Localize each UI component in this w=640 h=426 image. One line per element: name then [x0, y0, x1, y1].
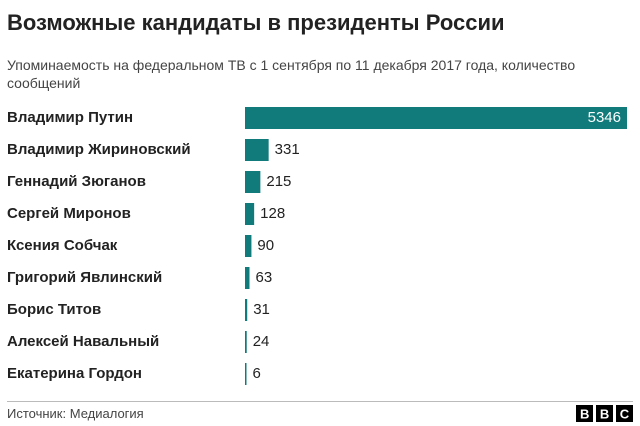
- chart-title: Возможные кандидаты в президенты России: [7, 10, 505, 35]
- logo: BBC: [576, 405, 633, 422]
- bar: [245, 107, 627, 129]
- category-label: Ксения Собчак: [7, 237, 118, 254]
- chart: Владимир Путин 5346 Владимир Жириновский 33…: [7, 107, 627, 385]
- bar: [245, 299, 248, 321]
- value-label: 128: [260, 205, 285, 222]
- bar: [245, 267, 250, 289]
- source: Источник: Медиалогия: [7, 406, 144, 421]
- chart-subtitle: Упоминаемость на федеральном ТВ с 1 сент…: [7, 57, 576, 91]
- category-label: Борис Титов: [7, 301, 101, 318]
- category-label: Екатерина Гордон: [7, 365, 142, 382]
- logo-box: [576, 405, 593, 422]
- category-label: Алексей Навальный: [7, 333, 159, 350]
- category-label: Сергей Миронов: [7, 205, 131, 222]
- value-label: 6: [253, 365, 261, 382]
- value-label: 90: [257, 237, 274, 254]
- logo-box: [616, 405, 633, 422]
- category-label: Владимир Путин: [7, 109, 133, 126]
- value-label: 215: [266, 173, 291, 190]
- bar: [245, 331, 247, 353]
- value-label: 31: [253, 301, 270, 318]
- value-label: 331: [275, 141, 300, 158]
- category-label: Геннадий Зюганов: [7, 173, 146, 190]
- value-label: 5346: [588, 109, 621, 126]
- logo-text: BBC: [580, 407, 633, 422]
- bar: [245, 235, 252, 257]
- category-label: Григорий Явлинский: [7, 269, 162, 286]
- bar: [245, 203, 255, 225]
- value-label: 63: [256, 269, 273, 286]
- value-label: 24: [253, 333, 270, 350]
- bar: [245, 363, 247, 385]
- footer-rule: [7, 401, 633, 402]
- category-label: Владимир Жириновский: [7, 141, 191, 158]
- bar: [245, 171, 261, 193]
- logo-box: [596, 405, 613, 422]
- bar: [245, 139, 269, 161]
